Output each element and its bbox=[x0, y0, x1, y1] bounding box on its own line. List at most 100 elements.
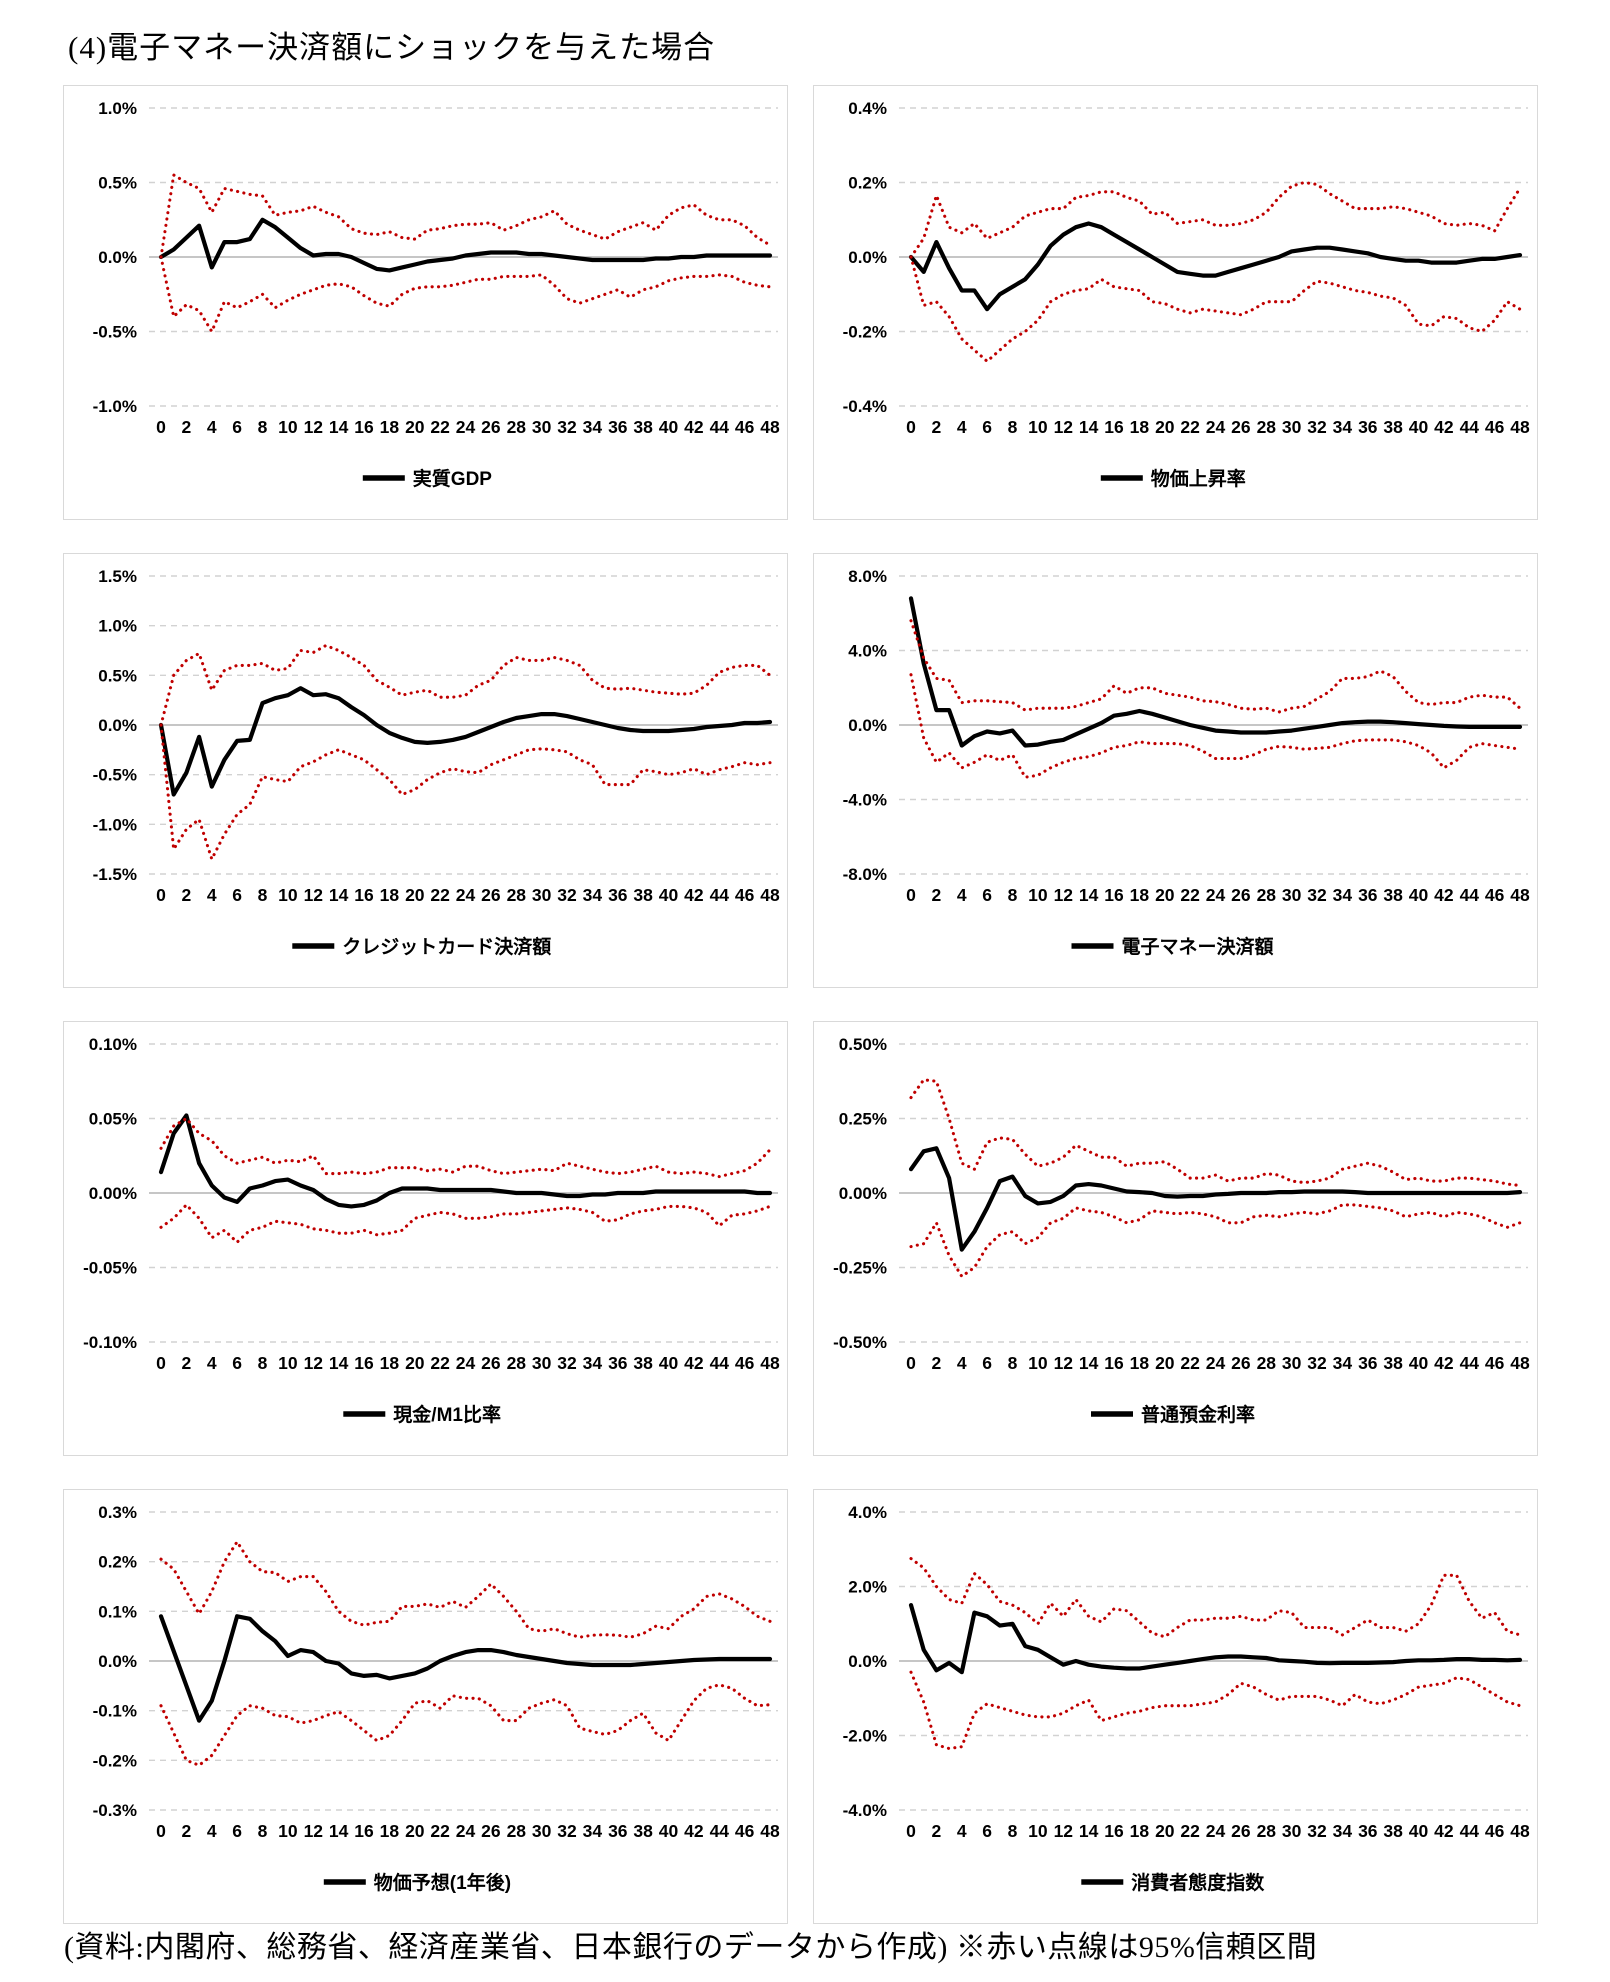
y-tick-label: 4.0% bbox=[848, 1503, 887, 1522]
x-tick-label: 0 bbox=[906, 1821, 916, 1841]
legend-label: 普通預金利率 bbox=[1141, 1403, 1255, 1426]
x-tick-label: 14 bbox=[1079, 1353, 1099, 1373]
y-tick-label: 0.4% bbox=[848, 99, 887, 118]
x-tick-label: 34 bbox=[583, 1821, 603, 1841]
chart-svg: 1.0%0.5%0.0%-0.5%-1.0%0 2 4 6 8 10 12 14 16 18 20 2… bbox=[93, 99, 780, 490]
x-tick-label: 40 bbox=[659, 1821, 679, 1841]
x-tick-label: 48 bbox=[760, 417, 780, 437]
chart-emoney-payments: 8.0% 4.0% 0.0% -4.0% -8.0% 0 2 4 6 8 10 12 14 16 18 20 2… bbox=[813, 553, 1538, 988]
x-tick-label: 42 bbox=[684, 417, 704, 437]
y-tick-label: 0.2% bbox=[98, 1553, 137, 1572]
x-tick-label: 28 bbox=[1257, 1821, 1277, 1841]
x-tick-label: 24 bbox=[1206, 417, 1226, 437]
response-line bbox=[908, 221, 1523, 312]
x-tick-label: 4 bbox=[207, 417, 217, 437]
x-tick-label: 2 bbox=[182, 885, 192, 905]
x-tick-label: 30 bbox=[532, 1821, 552, 1841]
ci_lower-line bbox=[159, 255, 772, 334]
x-tick-label: 22 bbox=[430, 1821, 450, 1841]
x-tick-label: 14 bbox=[329, 1821, 349, 1841]
x-tick-label: 26 bbox=[481, 417, 501, 437]
x-tick-label: 32 bbox=[557, 417, 577, 437]
x-tick-label: 8 bbox=[258, 417, 268, 437]
chart-ordinary-deposit-rate: 0.50% 0.25% 0.00% -0.25% -0.50% 0 2 4 6 8 10 12 14 16… bbox=[813, 1021, 1538, 1456]
x-tick-label: 14 bbox=[329, 417, 349, 437]
x-tick-label: 18 bbox=[380, 417, 400, 437]
y-tick-label: -0.2% bbox=[93, 1751, 137, 1770]
chart-svg: 0.50%0.25%0.00%-0.25%-0.50%0 2 4 6 8 10 12 14 16… bbox=[833, 1035, 1530, 1426]
chart-svg: 0.10%0.05%0.00%-0.05%-0.10%0 2 4 6 8 10 12 14 16… bbox=[83, 1035, 780, 1426]
chart-svg: 8.0%4.0%0.0%-4.0%-8.0%0 2 4 6 8 10 12 14 16 18 20 2… bbox=[843, 567, 1530, 958]
x-tick-label: 20 bbox=[1155, 885, 1175, 905]
x-tick-label: 24 bbox=[1206, 1353, 1226, 1373]
x-tick-label: 40 bbox=[1409, 1821, 1429, 1841]
x-tick-label: 14 bbox=[1079, 1821, 1099, 1841]
x-tick-label: 18 bbox=[1130, 885, 1150, 905]
x-tick-label: 28 bbox=[1257, 885, 1277, 905]
chart-svg: 0.3%0.2%0.1%0.0%-0.1%-0.2%-0.3%0 2 4 6 8 10 12… bbox=[93, 1503, 780, 1894]
x-tick-label: 4 bbox=[207, 1353, 217, 1373]
x-tick-label: 12 bbox=[1054, 417, 1074, 437]
legend-label: 実質GDP bbox=[413, 467, 493, 490]
x-tick-label: 44 bbox=[710, 1821, 730, 1841]
y-tick-label: -1.0% bbox=[93, 397, 137, 416]
ci_lower-line bbox=[909, 255, 1522, 363]
x-tick-label: 18 bbox=[380, 1353, 400, 1373]
x-tick-label: 46 bbox=[735, 1353, 755, 1373]
x-tick-label: 44 bbox=[710, 885, 730, 905]
x-tick-label: 34 bbox=[1333, 417, 1353, 437]
x-tick-label: 20 bbox=[1155, 1821, 1175, 1841]
y-tick-label: 0.0% bbox=[98, 248, 137, 267]
chart-cash-m1-ratio: 0.10% 0.05% 0.00% -0.05% -0.10% 0 2 4 6 8 10 12 14 16… bbox=[63, 1021, 788, 1456]
y-tick-label: 0.0% bbox=[98, 716, 137, 735]
x-tick-label: 26 bbox=[1231, 885, 1251, 905]
x-tick-label: 6 bbox=[232, 417, 242, 437]
x-tick-label: 38 bbox=[1383, 417, 1403, 437]
x-tick-label: 40 bbox=[1409, 1353, 1429, 1373]
y-tick-label: 0.25% bbox=[839, 1110, 887, 1129]
x-tick-label: 8 bbox=[1008, 1353, 1018, 1373]
x-tick-label: 46 bbox=[1485, 1353, 1505, 1373]
x-tick-label: 42 bbox=[1434, 1353, 1454, 1373]
x-tick-label: 42 bbox=[1434, 885, 1454, 905]
y-tick-label: 0.0% bbox=[848, 248, 887, 267]
x-tick-label: 20 bbox=[405, 885, 425, 905]
x-tick-label: 10 bbox=[1028, 417, 1048, 437]
x-tick-label: 16 bbox=[1104, 417, 1124, 437]
ci_upper-line bbox=[909, 619, 1522, 714]
x-tick-label: 12 bbox=[1054, 1821, 1074, 1841]
x-tick-label: 42 bbox=[684, 1821, 704, 1841]
response-line bbox=[158, 217, 773, 273]
x-tick-label: 8 bbox=[258, 1353, 268, 1373]
x-tick-label: 22 bbox=[1180, 885, 1200, 905]
x-tick-label: 4 bbox=[957, 417, 967, 437]
x-tick-label: 44 bbox=[1460, 417, 1480, 437]
y-tick-label: -0.4% bbox=[843, 397, 887, 416]
y-tick-label: 8.0% bbox=[848, 567, 887, 586]
x-tick-label: 30 bbox=[532, 1353, 552, 1373]
ci_upper-line bbox=[159, 1116, 772, 1179]
x-tick-label: 34 bbox=[1333, 1821, 1353, 1841]
x-tick-label: 48 bbox=[760, 1353, 780, 1373]
x-tick-label: 10 bbox=[278, 885, 298, 905]
x-tick-label: 30 bbox=[532, 885, 552, 905]
y-tick-label: -0.5% bbox=[93, 766, 137, 785]
x-tick-label: 20 bbox=[1155, 1353, 1175, 1373]
x-tick-label: 48 bbox=[760, 885, 780, 905]
x-tick-label: 18 bbox=[380, 1821, 400, 1841]
x-tick-label: 48 bbox=[1510, 1353, 1530, 1373]
x-tick-label: 16 bbox=[354, 1353, 374, 1373]
x-tick-label: 32 bbox=[1307, 1353, 1327, 1373]
x-tick-label: 42 bbox=[1434, 1821, 1454, 1841]
x-tick-label: 46 bbox=[1485, 885, 1505, 905]
x-tick-label: 48 bbox=[1510, 885, 1530, 905]
x-tick-label: 34 bbox=[583, 885, 603, 905]
x-tick-label: 8 bbox=[1008, 885, 1018, 905]
x-tick-label: 36 bbox=[608, 1353, 628, 1373]
y-tick-label: 0.5% bbox=[98, 666, 137, 685]
x-tick-label: 36 bbox=[608, 1821, 628, 1841]
x-tick-label: 16 bbox=[354, 417, 374, 437]
ci_upper-line bbox=[159, 1540, 772, 1639]
x-tick-label: 42 bbox=[684, 1353, 704, 1373]
